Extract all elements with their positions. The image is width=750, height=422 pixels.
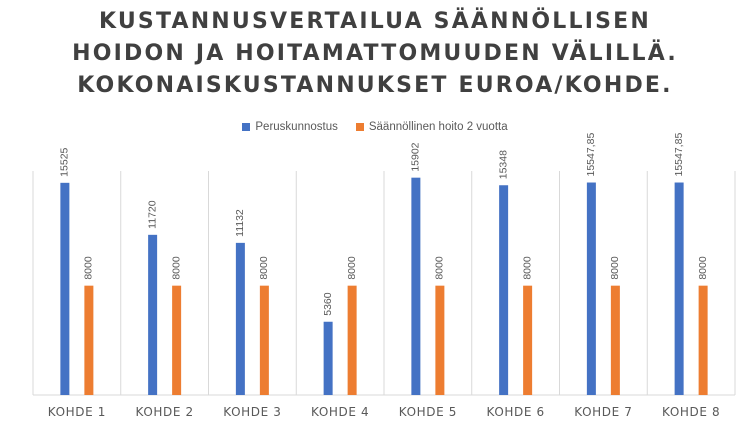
bar-series-2 bbox=[523, 285, 533, 395]
bar-series-2 bbox=[84, 285, 94, 395]
x-tick-label: KOHDE 1 bbox=[48, 405, 106, 419]
bar-series-2 bbox=[610, 285, 620, 395]
legend-item-series-2: Säännöllinen hoito 2 vuotta bbox=[355, 121, 508, 133]
x-tick-label: KOHDE 2 bbox=[136, 405, 194, 419]
bar-series-2 bbox=[698, 285, 708, 395]
data-label: 8000 bbox=[697, 256, 709, 280]
data-label: 11132 bbox=[234, 209, 246, 237]
bar-series-2 bbox=[259, 285, 269, 395]
legend-swatch-series-1 bbox=[242, 123, 251, 131]
legend-swatch-series-2 bbox=[355, 123, 364, 131]
x-tick-label: KOHDE 8 bbox=[662, 405, 720, 419]
data-label: 5360 bbox=[322, 292, 334, 316]
data-label: 15525 bbox=[59, 147, 71, 176]
data-label: 8000 bbox=[346, 256, 358, 280]
bar-series-1 bbox=[323, 321, 333, 395]
legend-item-series-1: Peruskunnostus bbox=[242, 121, 338, 133]
data-label: 11720 bbox=[146, 200, 158, 229]
x-tick-label: KOHDE 7 bbox=[574, 405, 632, 419]
chart-legend: Peruskunnostus Säännöllinen hoito 2 vuot… bbox=[0, 121, 750, 133]
chart-area bbox=[8, 0, 748, 422]
data-label: 15547,85 bbox=[673, 133, 685, 177]
bar-series-1 bbox=[586, 182, 596, 395]
x-tick-label: KOHDE 3 bbox=[223, 405, 281, 419]
bar-series-1 bbox=[499, 185, 509, 395]
x-tick-label: KOHDE 4 bbox=[311, 405, 369, 419]
data-label: 8000 bbox=[170, 256, 182, 280]
data-label: 15902 bbox=[410, 142, 422, 171]
bar-series-2 bbox=[347, 285, 357, 395]
data-label: 8000 bbox=[258, 256, 270, 280]
bar-series-2 bbox=[435, 285, 445, 395]
bar-series-1 bbox=[411, 177, 421, 395]
bar-series-1 bbox=[60, 182, 70, 395]
x-tick-label: KOHDE 6 bbox=[487, 405, 545, 419]
bar-series-1 bbox=[674, 182, 684, 395]
data-label: 8000 bbox=[434, 256, 446, 280]
bar-series-2 bbox=[172, 285, 182, 395]
bar-series-1 bbox=[235, 242, 245, 395]
chart-title-line-1: KUSTANNUSVERTAILUA SÄÄNNÖLLISEN bbox=[99, 9, 651, 34]
data-label: 8000 bbox=[521, 256, 533, 280]
data-label: 8000 bbox=[83, 256, 95, 280]
legend-label-series-1: Peruskunnostus bbox=[255, 121, 338, 133]
chart-title: KUSTANNUSVERTAILUA SÄÄNNÖLLISEN HOIDON J… bbox=[0, 6, 750, 102]
data-label: 8000 bbox=[609, 256, 621, 280]
chart-title-line-3: KOKONAISKUSTANNUKSET EUROA/KOHDE. bbox=[77, 73, 673, 98]
data-label: 15547,85 bbox=[585, 133, 597, 177]
bar-series-1 bbox=[148, 234, 158, 395]
data-label: 15348 bbox=[497, 150, 509, 179]
chart-title-line-2: HOIDON JA HOITAMATTOMUUDEN VÄLILLÄ. bbox=[72, 41, 678, 66]
x-tick-label: KOHDE 5 bbox=[399, 405, 457, 419]
legend-label-series-2: Säännöllinen hoito 2 vuotta bbox=[368, 121, 508, 133]
